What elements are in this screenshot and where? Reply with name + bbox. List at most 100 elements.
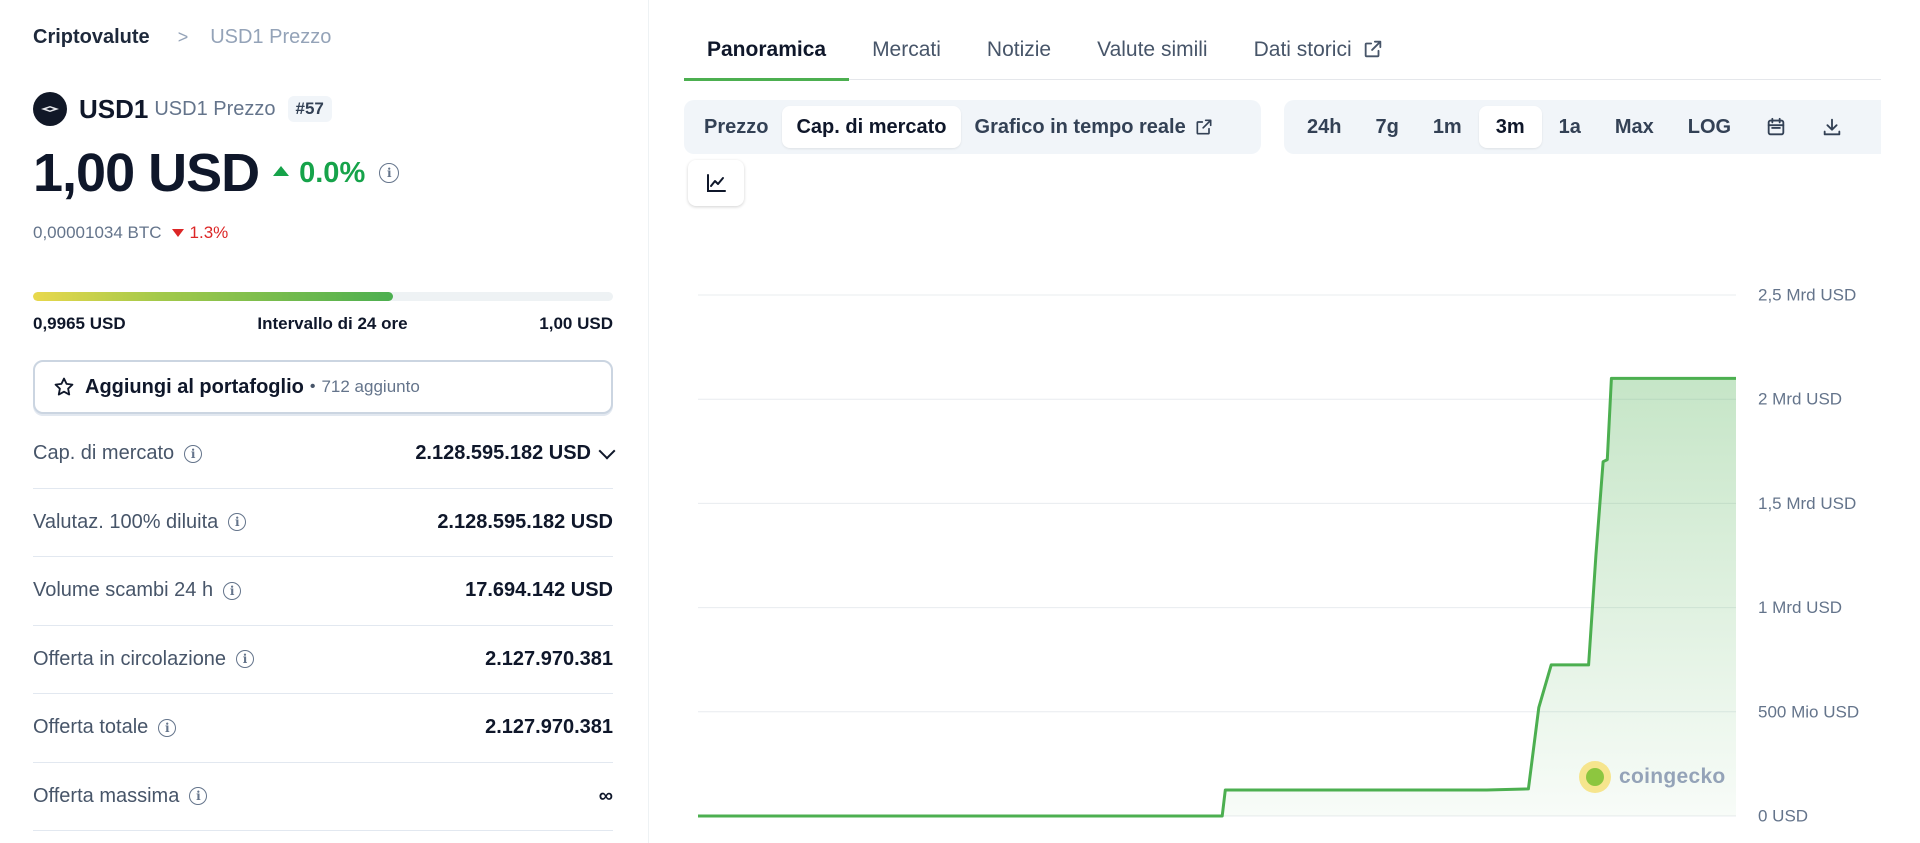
stat-row-max-supply: Offerta massima i ∞ xyxy=(33,763,613,831)
tab-overview[interactable]: Panoramica xyxy=(684,34,850,81)
range-labels: 0,9965 USD Intervallo di 24 ore 1,00 USD xyxy=(33,314,613,334)
y-tick-label: 2,5 Mrd USD xyxy=(1758,285,1856,304)
range-1y[interactable]: 1a xyxy=(1542,106,1598,148)
y-tick-label: 0 USD xyxy=(1758,806,1808,825)
info-icon[interactable]: i xyxy=(223,581,242,600)
chart-mode-selector: Prezzo Cap. di mercato Grafico in tempo … xyxy=(684,100,1261,154)
mode-price[interactable]: Prezzo xyxy=(690,106,782,148)
coin-symbol: USD1 xyxy=(79,93,149,124)
stat-label: Volume scambi 24 h xyxy=(33,579,214,602)
range-bar xyxy=(33,292,613,301)
tab-label: Panoramica xyxy=(707,38,827,61)
range-label: 3m xyxy=(1495,115,1525,138)
calendar-button[interactable] xyxy=(1748,106,1804,148)
stat-value: 2.127.970.381 xyxy=(485,647,613,670)
stat-row-circulating-supply: Offerta in circolazione i 2.127.970.381 xyxy=(33,626,613,694)
tab-markets[interactable]: Mercati xyxy=(849,34,964,80)
panel-divider xyxy=(648,0,649,843)
btc-price: 0,00001034 BTC xyxy=(33,223,162,242)
stat-label: Cap. di mercato xyxy=(33,442,175,465)
price-value: 1,00 USD xyxy=(33,143,260,203)
usd1-logo-icon xyxy=(33,92,67,126)
series-area xyxy=(698,378,1736,816)
stat-label: Valutaz. 100% diluita xyxy=(33,510,219,533)
rank-badge: #57 xyxy=(287,96,332,122)
stat-label: Offerta in circolazione xyxy=(33,647,227,670)
stat-label: Offerta massima xyxy=(33,784,180,807)
info-icon[interactable]: i xyxy=(189,787,208,806)
range-1m[interactable]: 1m xyxy=(1416,106,1479,148)
chart-canvas[interactable]: 0 USD 500 Mio USD 1 Mrd USD 1,5 Mrd USD 2 Mr… xyxy=(684,240,1920,843)
range-max[interactable]: Max xyxy=(1598,106,1671,148)
tab-label: Valute simili xyxy=(1097,38,1208,61)
range-bar-fill xyxy=(33,292,393,301)
breadcrumb-root-link[interactable]: Criptovalute xyxy=(33,26,150,48)
line-chart-icon xyxy=(707,174,726,192)
time-range-selector: 24h 7g 1m 3m 1a Max LOG xyxy=(1284,100,1881,154)
stat-row-fdv: Valutaz. 100% diluita i 2.128.595.182 USD xyxy=(33,489,613,557)
download-button[interactable] xyxy=(1804,106,1860,148)
stat-value: 2.127.970.381 xyxy=(485,716,613,739)
info-icon[interactable]: i xyxy=(158,718,177,737)
tab-label: Dati storici xyxy=(1253,38,1352,61)
tab-news[interactable]: Notizie xyxy=(964,34,1074,80)
portfolio-label: Aggiungi al portafoglio xyxy=(85,375,304,398)
y-tick-label: 1 Mrd USD xyxy=(1758,598,1842,617)
breadcrumb: Criptovalute > USD1 Prezzo xyxy=(33,26,331,49)
add-to-portfolio-button[interactable]: Aggiungi al portafoglio • 712 aggiunto xyxy=(33,360,613,414)
tab-historical-data[interactable]: Dati storici xyxy=(1231,34,1407,80)
info-icon[interactable]: i xyxy=(379,163,400,183)
external-link-icon xyxy=(1196,119,1212,135)
mode-label: Prezzo xyxy=(704,115,769,138)
mode-label: Cap. di mercato xyxy=(796,115,947,138)
chevron-down-icon[interactable] xyxy=(598,442,616,460)
info-icon[interactable]: i xyxy=(228,513,247,532)
range-7d[interactable]: 7g xyxy=(1358,106,1415,148)
mode-market-cap[interactable]: Cap. di mercato xyxy=(782,106,961,148)
tab-label: Mercati xyxy=(872,38,941,61)
star-icon xyxy=(54,377,74,396)
info-icon[interactable]: i xyxy=(236,650,255,669)
range-label: 24h xyxy=(1307,115,1342,138)
download-icon xyxy=(1823,118,1841,136)
price-row: 1,00 USD 0.0% i xyxy=(33,142,400,204)
coin-header: USD1 USD1 Prezzo #57 xyxy=(33,92,332,126)
stat-row-volume: Volume scambi 24 h i 17.694.142 USD xyxy=(33,557,613,626)
chart-type-button[interactable] xyxy=(688,160,744,206)
range-label: LOG xyxy=(1687,115,1732,138)
y-tick-label: 500 Mio USD xyxy=(1758,702,1859,721)
up-arrow-icon xyxy=(273,166,290,176)
btc-price-row: 0,00001034 BTC 1.3% xyxy=(33,223,228,243)
mode-live-chart[interactable]: Grafico in tempo reale xyxy=(961,106,1228,148)
btc-change-value: 1.3% xyxy=(189,223,229,242)
range-low: 0,9965 USD xyxy=(33,314,126,333)
portfolio-dot: • xyxy=(309,378,316,395)
coingecko-logo-icon xyxy=(1579,761,1611,793)
range-24h[interactable]: 24h xyxy=(1290,106,1358,148)
breadcrumb-separator: > xyxy=(177,27,189,47)
mode-label: Grafico in tempo reale xyxy=(974,115,1186,138)
range-3m[interactable]: 3m xyxy=(1478,106,1542,148)
stat-label: Offerta totale xyxy=(33,716,149,739)
coin-info-panel: Criptovalute > USD1 Prezzo USD1 USD1 Pre… xyxy=(33,0,616,843)
calendar-icon xyxy=(1767,117,1785,136)
external-link-icon xyxy=(1364,40,1381,58)
info-icon[interactable]: i xyxy=(184,444,203,463)
y-tick-label: 2 Mrd USD xyxy=(1758,390,1842,409)
tab-similar-coins[interactable]: Valute simili xyxy=(1074,34,1230,80)
range-label: 7g xyxy=(1375,115,1399,138)
y-tick-label: 1,5 Mrd USD xyxy=(1758,494,1856,513)
stat-value: 17.694.142 USD xyxy=(465,579,613,602)
btc-change: 1.3% xyxy=(171,223,229,243)
watermark-text: coingecko xyxy=(1619,765,1726,788)
series-line[interactable] xyxy=(698,376,1736,818)
range-log[interactable]: LOG xyxy=(1671,106,1748,148)
tab-bar: Panoramica Mercati Notizie Valute simili… xyxy=(684,34,1881,81)
range-high: 1,00 USD xyxy=(539,314,613,333)
market-cap-chart[interactable]: 0 USD 500 Mio USD 1 Mrd USD 1,5 Mrd USD 2 Mr… xyxy=(684,240,1920,843)
stat-row-total-supply: Offerta totale i 2.127.970.381 xyxy=(33,694,613,763)
range-label: Intervallo di 24 ore xyxy=(257,314,408,333)
price-change-value: 0.0% xyxy=(299,156,366,189)
portfolio-count: 712 aggiunto xyxy=(321,377,420,396)
stat-row-market-cap[interactable]: Cap. di mercato i 2.128.595.182 USD xyxy=(33,420,616,489)
